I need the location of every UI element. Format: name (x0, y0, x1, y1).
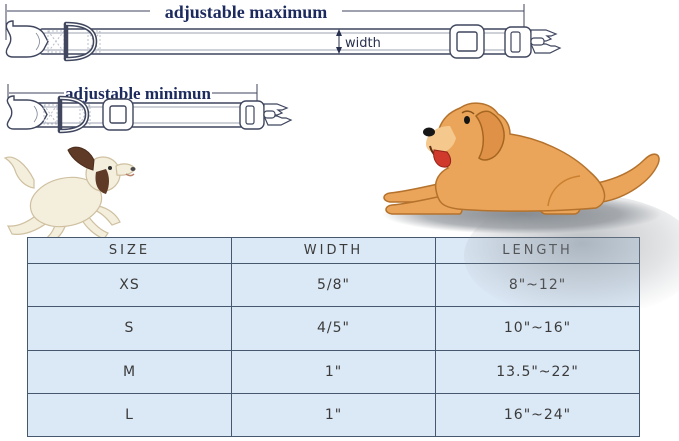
tri-glide-slider-icon (449, 24, 485, 59)
d-ring-icon (63, 21, 98, 62)
puppy-muzzle (115, 163, 136, 176)
puppy-ear (67, 146, 95, 171)
puppy-head-patch (95, 169, 109, 194)
length-cell: 13.5"~22" (435, 349, 640, 394)
size-cell: S (27, 306, 232, 351)
puppy-rear-leg (6, 213, 49, 235)
size-cell: L (27, 392, 232, 438)
dog-tongue (433, 149, 452, 168)
collar-minimum-diagram (6, 95, 293, 134)
collar-maximum-diagram: width (5, 20, 562, 62)
d-ring-icon (57, 95, 90, 134)
buckle-female-icon (5, 20, 49, 58)
buckle-male-icon (239, 100, 293, 130)
dog-front-leg (385, 195, 463, 215)
buckle-male-icon (504, 26, 562, 58)
dog-mouth (429, 145, 447, 162)
table-row-s: S 4/5" 10"~16" (27, 306, 640, 351)
dog-front-leg (383, 183, 456, 203)
adjustable-minimum-label: adjustable minimun (65, 84, 211, 103)
width-cell: 1" (231, 349, 436, 394)
collar-diagrams: adjustable maximum (5, 2, 562, 134)
puppy-front-leg (81, 215, 109, 240)
dog-shadow (382, 194, 662, 234)
table-row-m: M 1" 13.5"~22" (27, 349, 640, 394)
width-indicator: width (336, 29, 381, 54)
table-row-xs: XS 5/8" 8"~12" (27, 262, 640, 308)
adjustable-maximum-dimension: adjustable maximum (5, 2, 525, 40)
col-header-width: WIDTH (231, 237, 436, 264)
puppy-head (85, 156, 121, 192)
dog-tail (590, 153, 660, 203)
puppy-front-leg (92, 205, 121, 226)
buckle-female-icon (6, 95, 48, 130)
size-table: SIZE WIDTH LENGTH XS 5/8" 8"~12" S 4/5" … (27, 237, 640, 438)
puppy-body (29, 176, 103, 228)
length-cell: 16"~24" (435, 392, 640, 438)
size-cell: XS (27, 262, 232, 308)
arrow-up-icon (336, 29, 342, 36)
dog-hind-leg-line (547, 175, 581, 207)
table-row-l: L 1" 16"~24" (27, 392, 640, 438)
table-header-row: SIZE WIDTH LENGTH (27, 237, 640, 264)
adjustable-minimum-dimension: adjustable minimun (7, 84, 258, 104)
width-label: width (345, 36, 381, 51)
puppy-nose (130, 167, 136, 171)
tri-glide-slider-icon (102, 98, 134, 131)
size-cell: M (27, 349, 232, 394)
puppy-eye (108, 166, 112, 170)
puppy-illustration (3, 146, 136, 243)
puppy-mouth (125, 173, 135, 177)
dog-hind-paw (539, 201, 581, 215)
width-cell: 5/8" (231, 262, 436, 308)
arrow-down-icon (336, 47, 342, 54)
adjustable-maximum-label: adjustable maximum (165, 2, 328, 22)
col-header-size: SIZE (27, 237, 232, 264)
puppy-tail (3, 156, 35, 189)
length-cell: 10"~16" (435, 306, 640, 351)
length-cell: 8"~12" (435, 262, 640, 308)
col-header-length: LENGTH (435, 237, 640, 264)
width-cell: 4/5" (231, 306, 436, 351)
width-cell: 1" (231, 392, 436, 438)
